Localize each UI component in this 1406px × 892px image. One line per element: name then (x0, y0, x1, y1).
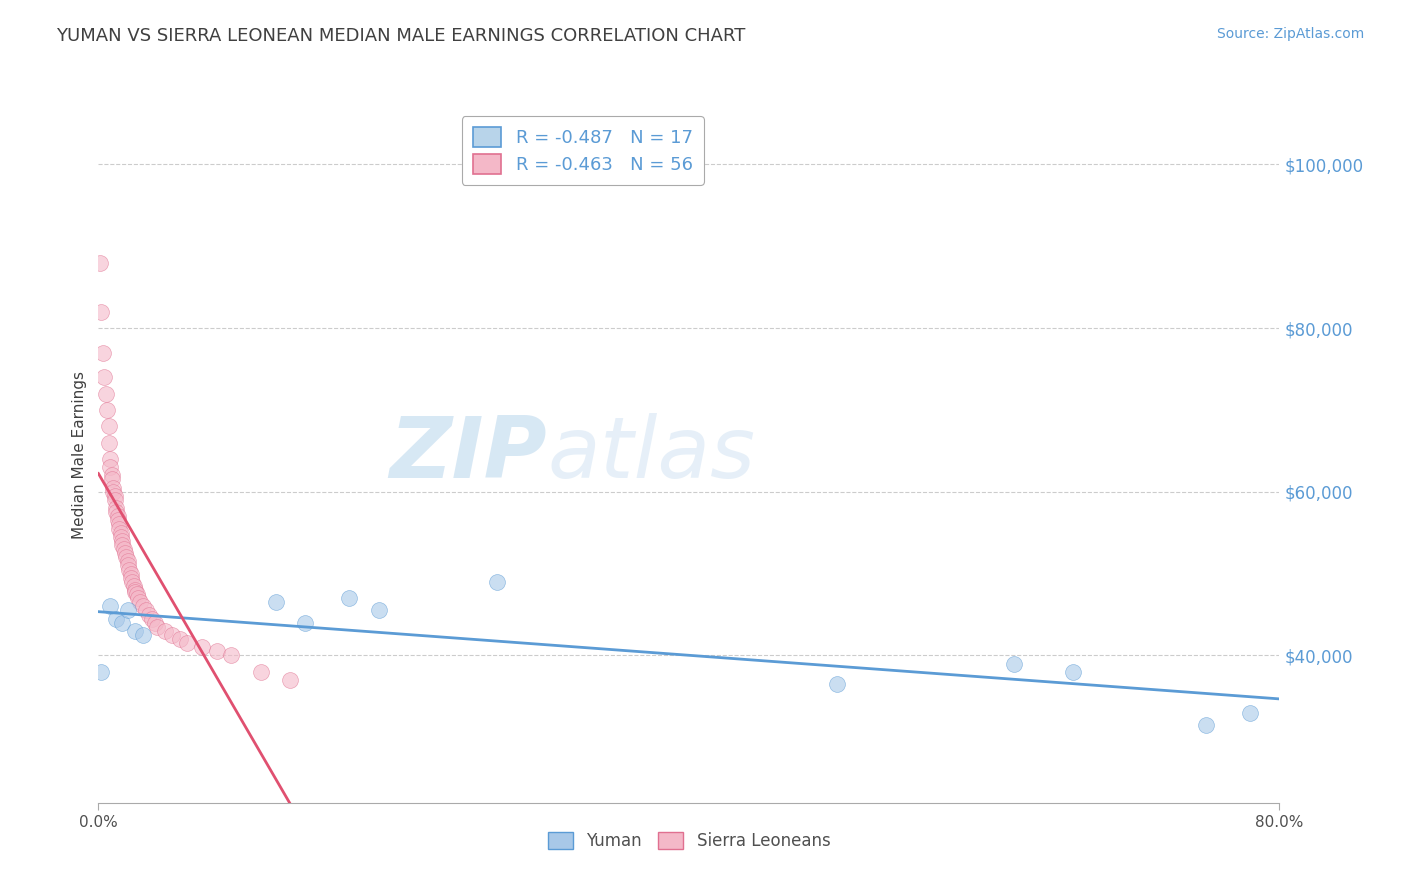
Y-axis label: Median Male Earnings: Median Male Earnings (72, 371, 87, 539)
Text: ZIP: ZIP (389, 413, 547, 497)
Point (105, 501, 128, 516)
Point (138, 607, 160, 622)
Point (90, 665, 112, 679)
Point (103, 481, 125, 495)
Point (117, 558, 139, 573)
Point (1002, 657, 1025, 671)
Point (98, 460, 121, 475)
Point (264, 595, 287, 609)
Point (110, 530, 132, 544)
Point (135, 603, 157, 617)
Point (105, 612, 128, 626)
Point (146, 620, 169, 634)
Text: Source: ZipAtlas.com: Source: ZipAtlas.com (1216, 27, 1364, 41)
Point (111, 538, 134, 552)
Point (120, 571, 142, 585)
Point (103, 484, 125, 499)
Point (107, 509, 129, 524)
Point (105, 505, 128, 519)
Point (104, 489, 127, 503)
Point (825, 677, 848, 691)
Point (112, 542, 135, 557)
Point (100, 473, 122, 487)
Point (125, 587, 148, 601)
Point (132, 599, 155, 614)
Point (486, 574, 509, 589)
Point (90, 304, 112, 318)
Point (120, 566, 142, 581)
Point (143, 615, 166, 630)
Point (111, 533, 134, 548)
Point (1062, 665, 1084, 679)
Point (153, 624, 176, 638)
Point (127, 591, 149, 606)
Point (117, 554, 139, 568)
Point (108, 522, 131, 536)
Text: atlas: atlas (547, 413, 755, 497)
Point (107, 513, 129, 527)
Point (176, 636, 198, 650)
Point (91, 345, 114, 359)
Point (104, 492, 127, 507)
Point (111, 615, 134, 630)
Point (118, 562, 141, 576)
Point (117, 603, 139, 617)
Point (339, 591, 361, 606)
Point (121, 574, 143, 589)
Point (89, 255, 111, 269)
Point (98, 599, 121, 614)
Point (114, 546, 136, 560)
Point (132, 628, 155, 642)
Point (141, 612, 163, 626)
Point (205, 644, 228, 658)
Point (294, 615, 316, 630)
Point (162, 628, 183, 642)
Point (124, 582, 146, 597)
Point (128, 595, 150, 609)
Point (124, 624, 146, 638)
Point (94, 386, 117, 401)
Point (1195, 718, 1218, 732)
Point (110, 525, 132, 540)
Text: YUMAN VS SIERRA LEONEAN MEDIAN MALE EARNINGS CORRELATION CHART: YUMAN VS SIERRA LEONEAN MEDIAN MALE EARN… (56, 27, 745, 45)
Point (191, 640, 214, 655)
Point (100, 468, 122, 483)
Point (368, 603, 391, 617)
Point (221, 648, 243, 663)
Point (115, 550, 138, 565)
Point (97, 419, 120, 434)
Point (97, 435, 120, 450)
Point (1239, 706, 1261, 720)
Point (280, 673, 302, 687)
Point (122, 579, 145, 593)
Point (124, 584, 146, 599)
Point (96, 403, 118, 417)
Point (169, 632, 191, 646)
Point (108, 517, 131, 532)
Point (250, 665, 273, 679)
Point (98, 452, 121, 467)
Legend: Yuman, Sierra Leoneans: Yuman, Sierra Leoneans (541, 826, 837, 857)
Point (93, 370, 115, 384)
